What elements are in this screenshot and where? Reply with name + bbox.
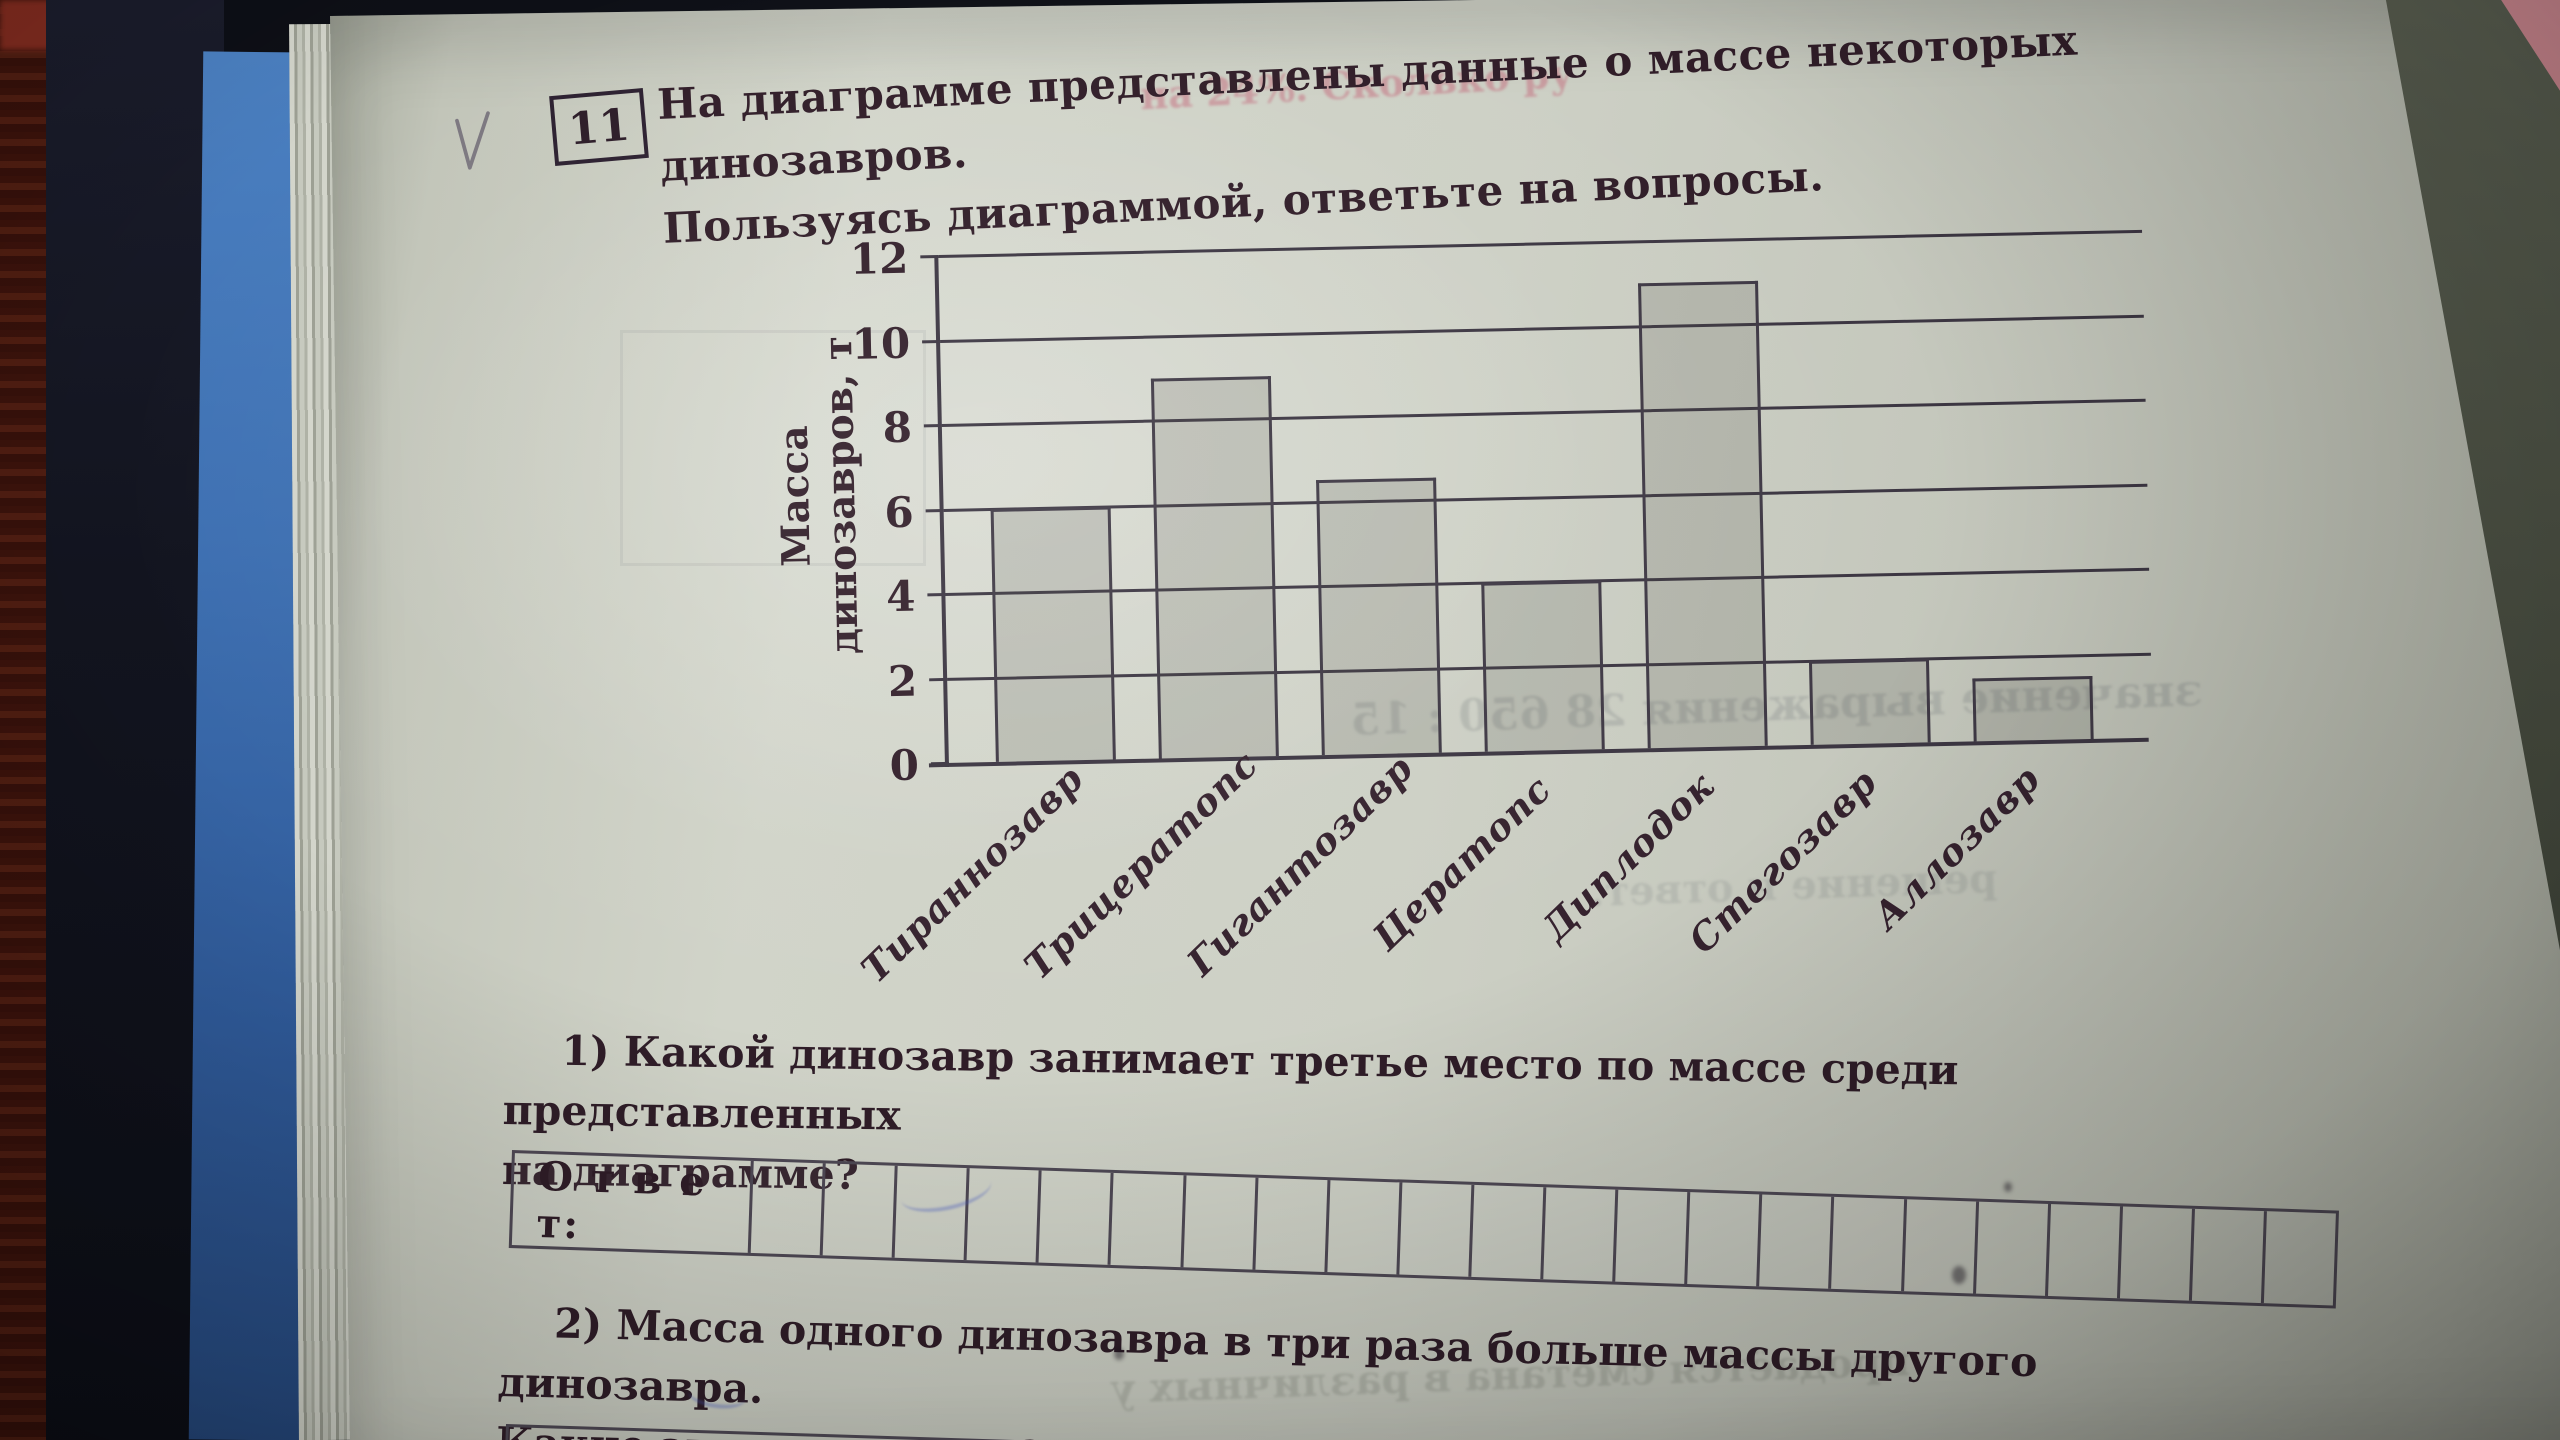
answer-label: О т в е т: [535, 1152, 708, 1249]
answer-cell [2044, 1203, 2120, 1299]
bar-3-гигантозавр [1316, 478, 1442, 756]
answer-cell [1612, 1189, 1688, 1284]
answer-cell [1035, 1170, 1112, 1265]
answer-cell [1252, 1177, 1328, 1272]
bar-5-диплодок [1638, 281, 1768, 749]
bar-chart: Масса динозавров, т 0 2 4 6 8 10 12 Тираннозавр… [771, 229, 2151, 991]
answer-cell [819, 1163, 895, 1258]
task-number: 11 [566, 98, 632, 156]
answer-cell [2260, 1211, 2336, 1306]
ink-smudge [1114, 1348, 1124, 1360]
gridline-6 [943, 483, 2148, 512]
answer-cell [1180, 1175, 1256, 1270]
bar-2-трицератопс [1150, 375, 1279, 759]
answer-cell [1396, 1182, 1472, 1277]
bar-1-тираннозавр [990, 505, 1116, 762]
bar-7-аллозавр [1972, 675, 2094, 742]
y-tick-mark-8 [923, 423, 942, 428]
y-tick-label-6: 6 [883, 487, 915, 537]
answer-cell [1684, 1191, 1760, 1287]
y-tick-label-10: 10 [851, 318, 911, 369]
gridline-10 [940, 314, 2144, 343]
bar-4-цератопс [1481, 580, 1605, 752]
answer-cell [1972, 1201, 2048, 1296]
question-1-line1: 1) Какой динозавр занимает третье место … [502, 1026, 1959, 1140]
question-2: 2) Масса одного динозавра в три раза бол… [495, 1292, 2119, 1440]
y-tick-label-0: 0 [889, 740, 920, 791]
gridline-8 [941, 398, 2146, 427]
answer-cell [1756, 1194, 1832, 1289]
y-tick-mark-0 [930, 761, 949, 766]
y-tick-mark-10 [922, 339, 941, 343]
y-tick-mark-4 [927, 592, 946, 597]
answer-cell [2188, 1208, 2264, 1304]
pencil-checkmark-icon [455, 111, 490, 170]
y-tick-label-12: 12 [849, 233, 909, 284]
answer-cell [1468, 1184, 1544, 1280]
task-title: На диаграмме представлены данные о массе… [656, 1, 2283, 260]
task-number-box: 11 [549, 88, 649, 166]
answer-cell [747, 1160, 823, 1256]
bar-6-стегозавр [1808, 657, 1931, 745]
y-tick-mark-2 [929, 677, 948, 681]
answer-cell [1828, 1196, 1904, 1292]
y-tick-label-4: 4 [885, 571, 916, 622]
answer-cell [2116, 1206, 2192, 1301]
y-tick-mark-12 [920, 255, 939, 259]
y-axis-title: Масса динозавров, т [770, 335, 868, 655]
ink-smudge [2004, 1182, 2012, 1192]
answer-cell [1540, 1187, 1616, 1282]
y-tick-label-2: 2 [887, 656, 918, 706]
bleedthrough-grid-outline [620, 330, 926, 566]
ink-smudge [1952, 1266, 1966, 1284]
y-tick-label-8: 8 [882, 402, 913, 453]
answer-cell [1324, 1180, 1400, 1275]
y-tick-mark-6 [925, 508, 944, 512]
answer-cell [1107, 1172, 1184, 1268]
